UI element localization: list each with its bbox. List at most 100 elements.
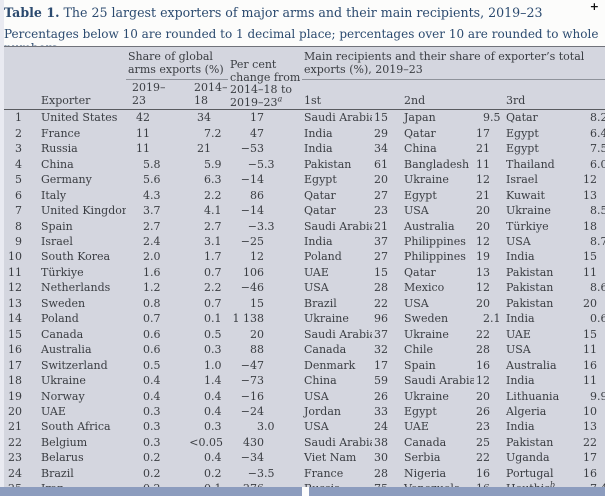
pct-change-cell: −14: [240, 204, 264, 218]
recipient-3-name-cell: Australia: [506, 358, 557, 372]
recipient-3-name-cell: India: [506, 250, 535, 264]
recipient-2-share-cell: 2.1: [483, 312, 501, 326]
recipient-3-share-cell: 6.4: [590, 126, 605, 140]
exporter-cell: Brazil: [41, 466, 74, 480]
recipient-3-share-cell: 6.0: [590, 157, 605, 171]
rank-cell: 24: [8, 466, 22, 480]
pct-change-cell: 1 138: [232, 312, 265, 326]
rank-cell: 18: [8, 374, 22, 388]
recipient-1-share-cell: 15: [374, 111, 388, 125]
footnote-marker-b: b: [549, 481, 556, 490]
recipient-3-name-cell: Egypt: [506, 126, 539, 140]
rank-cell: 2: [15, 126, 22, 140]
share-2019-23-cell: 1.2: [143, 281, 161, 295]
recipient-2-name-cell: UAE: [404, 420, 429, 434]
share-2019-23-cell: 4.3: [143, 188, 161, 202]
share-2019-23-cell: 1.6: [143, 265, 161, 279]
share-2019-23-cell: 42: [136, 111, 150, 125]
table-row: 6 Italy 4.3 2.2 86 Qatar 27 Egypt 21 Kuwait 13: [4, 188, 605, 203]
recipient-2-name-cell: Philippines: [404, 235, 466, 248]
recipient-1-name-cell: India: [304, 126, 333, 140]
pct-change-cell: −53: [240, 142, 264, 156]
rank-cell: 4: [15, 157, 22, 171]
rank-cell: 19: [8, 389, 22, 403]
rank-cell: 3: [15, 142, 22, 156]
pct-change-cell: 106: [243, 265, 264, 279]
pct-change-cell: −24: [240, 404, 264, 418]
share-2014-18-cell: 0.7: [204, 265, 222, 279]
exporter-cell: South Korea: [41, 250, 111, 264]
recipient-2-name-cell: Bangladesh: [404, 157, 470, 171]
exporter-cell: United Kingdom: [41, 204, 126, 218]
share-2014-18-cell: 0.4: [204, 451, 222, 465]
recipient-2-share-cell: 11: [476, 157, 490, 171]
recipient-3-share-cell: 20: [583, 296, 598, 310]
recipient-3rd-column-header: 3rd: [504, 79, 605, 111]
share-2014-18-cell: 21: [197, 142, 211, 156]
table-row: 16 Australia 0.6 0.3 88 Canada 32 Chile 28 USA 11: [4, 342, 605, 357]
recipient-1-share-cell: 30: [374, 451, 388, 465]
rank-cell: 10: [8, 250, 22, 264]
rank-cell: 22: [8, 435, 22, 449]
pct-change-cell: 12: [250, 250, 264, 264]
recipient-3-name-cell: India: [506, 420, 535, 434]
recipient-3-name-cell: Uganda: [506, 451, 550, 465]
rank-cell: 5: [15, 173, 22, 187]
share-2019-23-cell: 0.6: [143, 327, 161, 341]
table-row: 21 South Africa 0.3 0.3 3.0 USA 24 UAE 23 India 13: [4, 419, 605, 434]
recipient-3-name-cell: Israel: [506, 173, 538, 187]
recipient-2-name-cell: China: [404, 142, 437, 156]
exporter-cell: UAE: [41, 404, 66, 418]
table-row: 19 Norway 0.4 0.4 −16 USA 26 Ukraine 20 Lithuania…: [4, 389, 605, 404]
recipient-1-name-cell: India: [304, 235, 333, 248]
recipient-1-name-cell: UAE: [304, 265, 329, 279]
recipient-3-share-cell: 22: [583, 435, 598, 449]
rank-cell: 12: [8, 281, 22, 295]
recipient-1-name-cell: Pakistan: [304, 157, 352, 171]
recipient-3-share-cell: 16: [583, 358, 598, 372]
recipient-2-share-cell: 12: [476, 173, 490, 187]
recipient-2-share-cell: 12: [476, 235, 490, 248]
share-2019-23-cell: 0.4: [143, 389, 161, 403]
table-row: 15 Canada 0.6 0.5 20 Saudi Arabia 37 Ukraine 22 U…: [4, 327, 605, 342]
share-2019-23-column-header: 2019–23: [126, 79, 178, 111]
recipient-2-share-cell: 22: [476, 327, 490, 341]
recipient-1-share-cell: 17: [374, 358, 388, 372]
pct-change-cell: 3.0: [257, 420, 275, 434]
share-2014-18-cell: 34: [197, 111, 211, 125]
recipient-1-name-cell: Denmark: [304, 358, 356, 372]
rank-cell: 23: [8, 451, 22, 465]
table-title-text: The 25 largest exporters of major arms a…: [59, 5, 543, 20]
exporter-cell: United States: [41, 111, 118, 125]
recipient-3-share-cell: 13: [583, 420, 598, 434]
recipient-2-share-cell: 20: [476, 296, 490, 310]
recipient-1-name-cell: Saudi Arabia: [304, 435, 372, 449]
recipient-1-share-cell: 26: [374, 389, 388, 403]
pct-change-cell: −47: [240, 358, 264, 372]
recipient-1-share-cell: 37: [374, 235, 388, 248]
share-2014-18-column-header: 2014–18: [178, 79, 228, 111]
recipient-1-share-cell: 27: [374, 188, 388, 202]
recipient-1-name-cell: France: [304, 466, 344, 480]
share-2019-23-cell: 0.4: [143, 374, 161, 388]
share-2014-18-cell: 0.3: [204, 420, 222, 434]
share-2019-23-cell: 11: [136, 126, 150, 140]
recipient-3-share-cell: 8.2: [590, 111, 605, 125]
recipient-1-name-cell: Viet Nam: [304, 451, 357, 465]
text-cursor: [302, 487, 309, 496]
rank-cell: 15: [8, 327, 22, 341]
table-row: 5 Germany 5.6 6.3 −14 Egypt 20 Ukraine 12 Israel 1…: [4, 172, 605, 187]
recipient-1-share-cell: 20: [374, 173, 388, 187]
recipient-2-name-cell: Japan: [404, 111, 436, 125]
recipient-1-name-cell: Ukraine: [304, 312, 349, 326]
table-row: 14 Poland 0.7 0.1 1 138 Ukraine 96 Sweden 2.1 Ind…: [4, 311, 605, 326]
exporter-cell: Poland: [41, 312, 79, 326]
pct-change-cell: 47: [250, 126, 264, 140]
recipient-3-name-cell: Portugal: [506, 466, 554, 480]
table-row: 18 Ukraine 0.4 1.4 −73 China 59 Saudi Arabia 12 I…: [4, 373, 605, 388]
share-2014-18-cell: 4.1: [204, 204, 222, 218]
recipient-2-share-cell: 19: [476, 250, 490, 264]
recipient-3-share-cell: 18: [583, 219, 598, 233]
rank-cell: 17: [8, 358, 22, 372]
